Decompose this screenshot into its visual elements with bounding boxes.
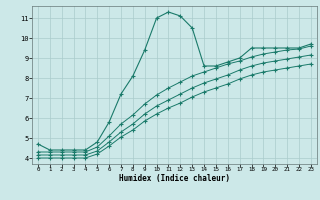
- X-axis label: Humidex (Indice chaleur): Humidex (Indice chaleur): [119, 174, 230, 183]
